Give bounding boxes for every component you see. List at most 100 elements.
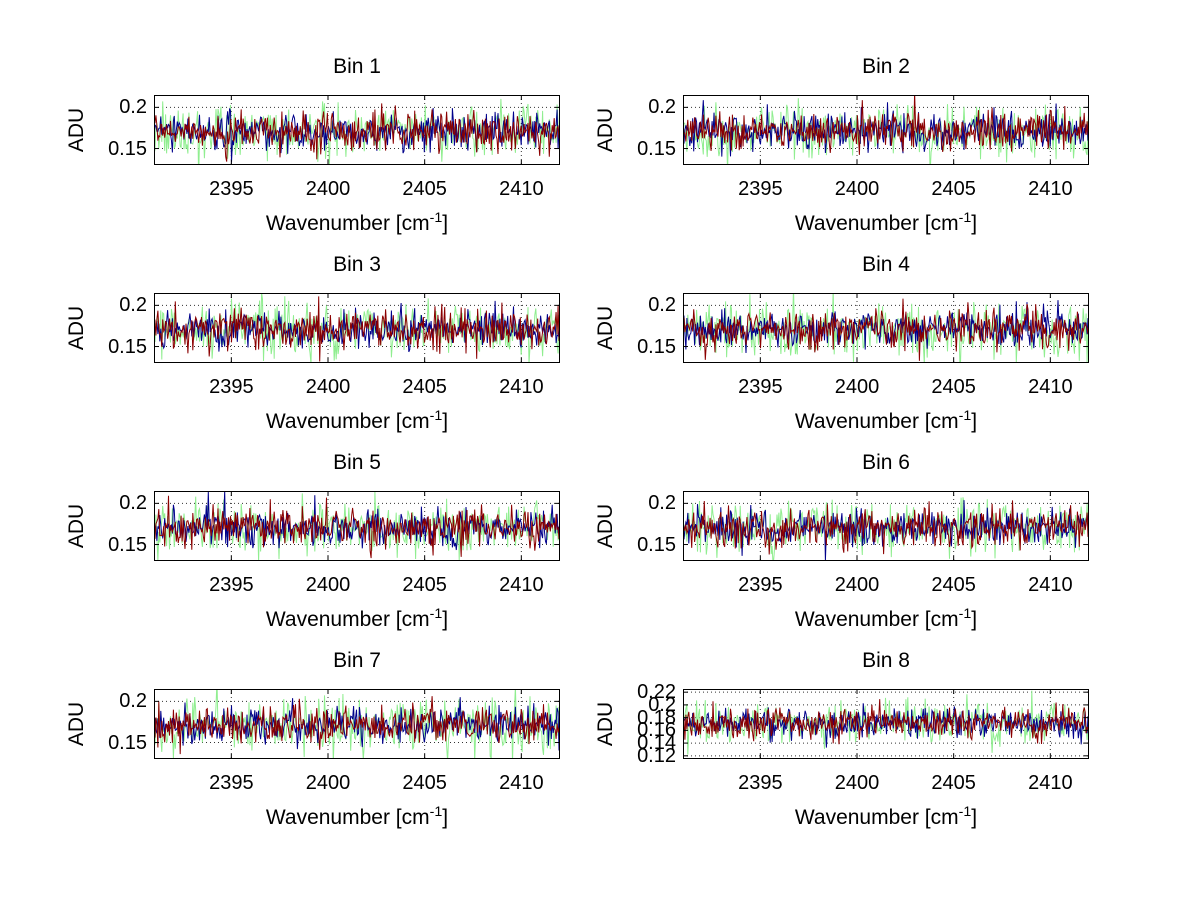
traces-group xyxy=(683,95,1089,165)
y-tick-label: 0.22 xyxy=(637,681,676,704)
x-tick-label: 2405 xyxy=(402,178,447,200)
red-trace xyxy=(154,103,560,162)
y-tick-label: 0.2 xyxy=(119,690,147,713)
plot-area xyxy=(154,293,560,363)
x-tick-label: 2405 xyxy=(931,376,976,398)
traces-group xyxy=(154,98,560,165)
x-tick-label: 2395 xyxy=(209,574,254,596)
traces-group xyxy=(154,491,560,561)
y-tick-label: 0.16 xyxy=(637,719,676,742)
axis-box xyxy=(154,95,560,165)
subplot-bin-2: Bin 2 ADU 0.2 0.15 2395 2400 2405 2410 Waven… xyxy=(594,55,1089,235)
x-tick-label: 2410 xyxy=(1028,178,1073,200)
x-tick-label: 2410 xyxy=(1028,772,1073,794)
y-tick-label: 0.18 xyxy=(637,706,676,729)
axis-box xyxy=(683,689,1089,759)
axis-box xyxy=(683,95,1089,165)
x-tick-label: 2405 xyxy=(402,574,447,596)
x-tick-label: 2400 xyxy=(305,772,351,794)
red-trace xyxy=(154,495,560,559)
traces-group xyxy=(154,689,560,759)
red-trace xyxy=(683,500,1089,555)
x-axis-label: Wavenumber [cm-1] xyxy=(794,408,978,433)
axis-box xyxy=(154,491,560,561)
subplot-title: Bin 2 xyxy=(862,55,910,78)
x-tick-label: 2400 xyxy=(834,376,880,398)
axis-box xyxy=(154,293,560,363)
axis-box xyxy=(683,491,1089,561)
green-trace xyxy=(154,98,560,165)
x-tick-label: 2400 xyxy=(305,574,351,596)
plot-area xyxy=(154,689,560,759)
subplot-bin-8: Bin 8 ADU 0.22 0.2 0.18 0.16 0.14 0.12 2395 24… xyxy=(594,649,1089,829)
x-axis-label: Wavenumber [cm-1] xyxy=(794,804,978,829)
y-tick-label: 0.2 xyxy=(648,294,676,317)
y-tick-label: 0.2 xyxy=(648,96,676,119)
y-tick-label: 0.14 xyxy=(637,732,676,755)
y-tick-label: 0.15 xyxy=(637,137,676,160)
subplot-bin-4: Bin 4 ADU 0.2 0.15 2395 2400 2405 2410 Waven… xyxy=(594,253,1089,433)
x-tick-label: 2400 xyxy=(834,772,880,794)
x-tick-label: 2410 xyxy=(1028,574,1073,596)
x-tick-label: 2395 xyxy=(738,376,783,398)
subplot-title: Bin 4 xyxy=(862,253,910,276)
traces-group xyxy=(154,293,560,363)
y-tick-label: 0.15 xyxy=(108,335,147,358)
y-tick-label: 0.15 xyxy=(108,137,147,160)
x-tick-label: 2410 xyxy=(499,376,544,398)
x-tick-label: 2410 xyxy=(499,772,544,794)
subplot-bin-1: Bin 1 ADU 0.2 0.15 2395 2400 2405 2410 Waven… xyxy=(65,55,560,235)
y-tick-label: 0.2 xyxy=(648,693,676,716)
y-tick-label: 0.2 xyxy=(648,492,676,515)
x-tick-label: 2395 xyxy=(738,772,783,794)
y-tick-label: 0.12 xyxy=(637,744,676,767)
red-trace xyxy=(683,699,1089,745)
blue-trace xyxy=(683,300,1089,354)
plot-area xyxy=(154,95,560,165)
x-tick-label: 2405 xyxy=(931,772,976,794)
x-axis-label: Wavenumber [cm-1] xyxy=(265,210,449,235)
subplot-bin-6: Bin 6 ADU 0.2 0.15 2395 2400 2405 2410 Waven… xyxy=(594,451,1089,631)
subplot-title: Bin 1 xyxy=(333,55,381,78)
x-tick-label: 2395 xyxy=(738,178,783,200)
subplot-title: Bin 6 xyxy=(862,451,910,474)
subplot-bin-5: Bin 5 ADU 0.2 0.15 2395 2400 2405 2410 Waven… xyxy=(65,451,560,631)
traces-group xyxy=(683,690,1089,755)
traces-group xyxy=(683,293,1089,363)
y-tick-label: 0.2 xyxy=(119,294,147,317)
blue-trace xyxy=(154,107,560,163)
x-tick-label: 2410 xyxy=(499,574,544,596)
plot-area xyxy=(683,689,1089,759)
x-tick-label: 2395 xyxy=(738,574,783,596)
y-tick-label: 0.2 xyxy=(119,492,147,515)
x-axis-label: Wavenumber [cm-1] xyxy=(794,606,978,631)
x-tick-label: 2400 xyxy=(834,574,880,596)
x-axis-label: Wavenumber [cm-1] xyxy=(265,606,449,631)
subplot-title: Bin 7 xyxy=(333,649,381,672)
y-tick-label: 0.15 xyxy=(108,533,147,556)
traces-group xyxy=(683,497,1089,561)
x-tick-label: 2405 xyxy=(931,574,976,596)
axis-box xyxy=(683,293,1089,363)
x-tick-label: 2400 xyxy=(834,178,880,200)
axis-box xyxy=(154,689,560,759)
plot-area xyxy=(683,293,1089,363)
x-tick-label: 2395 xyxy=(209,772,254,794)
subplot-title: Bin 5 xyxy=(333,451,381,474)
x-tick-label: 2405 xyxy=(402,376,447,398)
x-tick-label: 2405 xyxy=(402,772,447,794)
plot-area xyxy=(154,491,560,561)
subplot-title: Bin 3 xyxy=(333,253,381,276)
plot-area xyxy=(683,491,1089,561)
x-axis-label: Wavenumber [cm-1] xyxy=(794,210,978,235)
y-tick-label: 0.15 xyxy=(637,335,676,358)
subplot-title: Bin 8 xyxy=(862,649,910,672)
x-tick-label: 2410 xyxy=(1028,376,1073,398)
x-axis-label: Wavenumber [cm-1] xyxy=(265,408,449,433)
x-tick-label: 2400 xyxy=(305,376,351,398)
x-tick-label: 2400 xyxy=(305,178,351,200)
x-tick-label: 2410 xyxy=(499,178,544,200)
red-trace xyxy=(683,95,1089,155)
plot-area xyxy=(683,95,1089,165)
y-tick-label: 0.15 xyxy=(637,533,676,556)
